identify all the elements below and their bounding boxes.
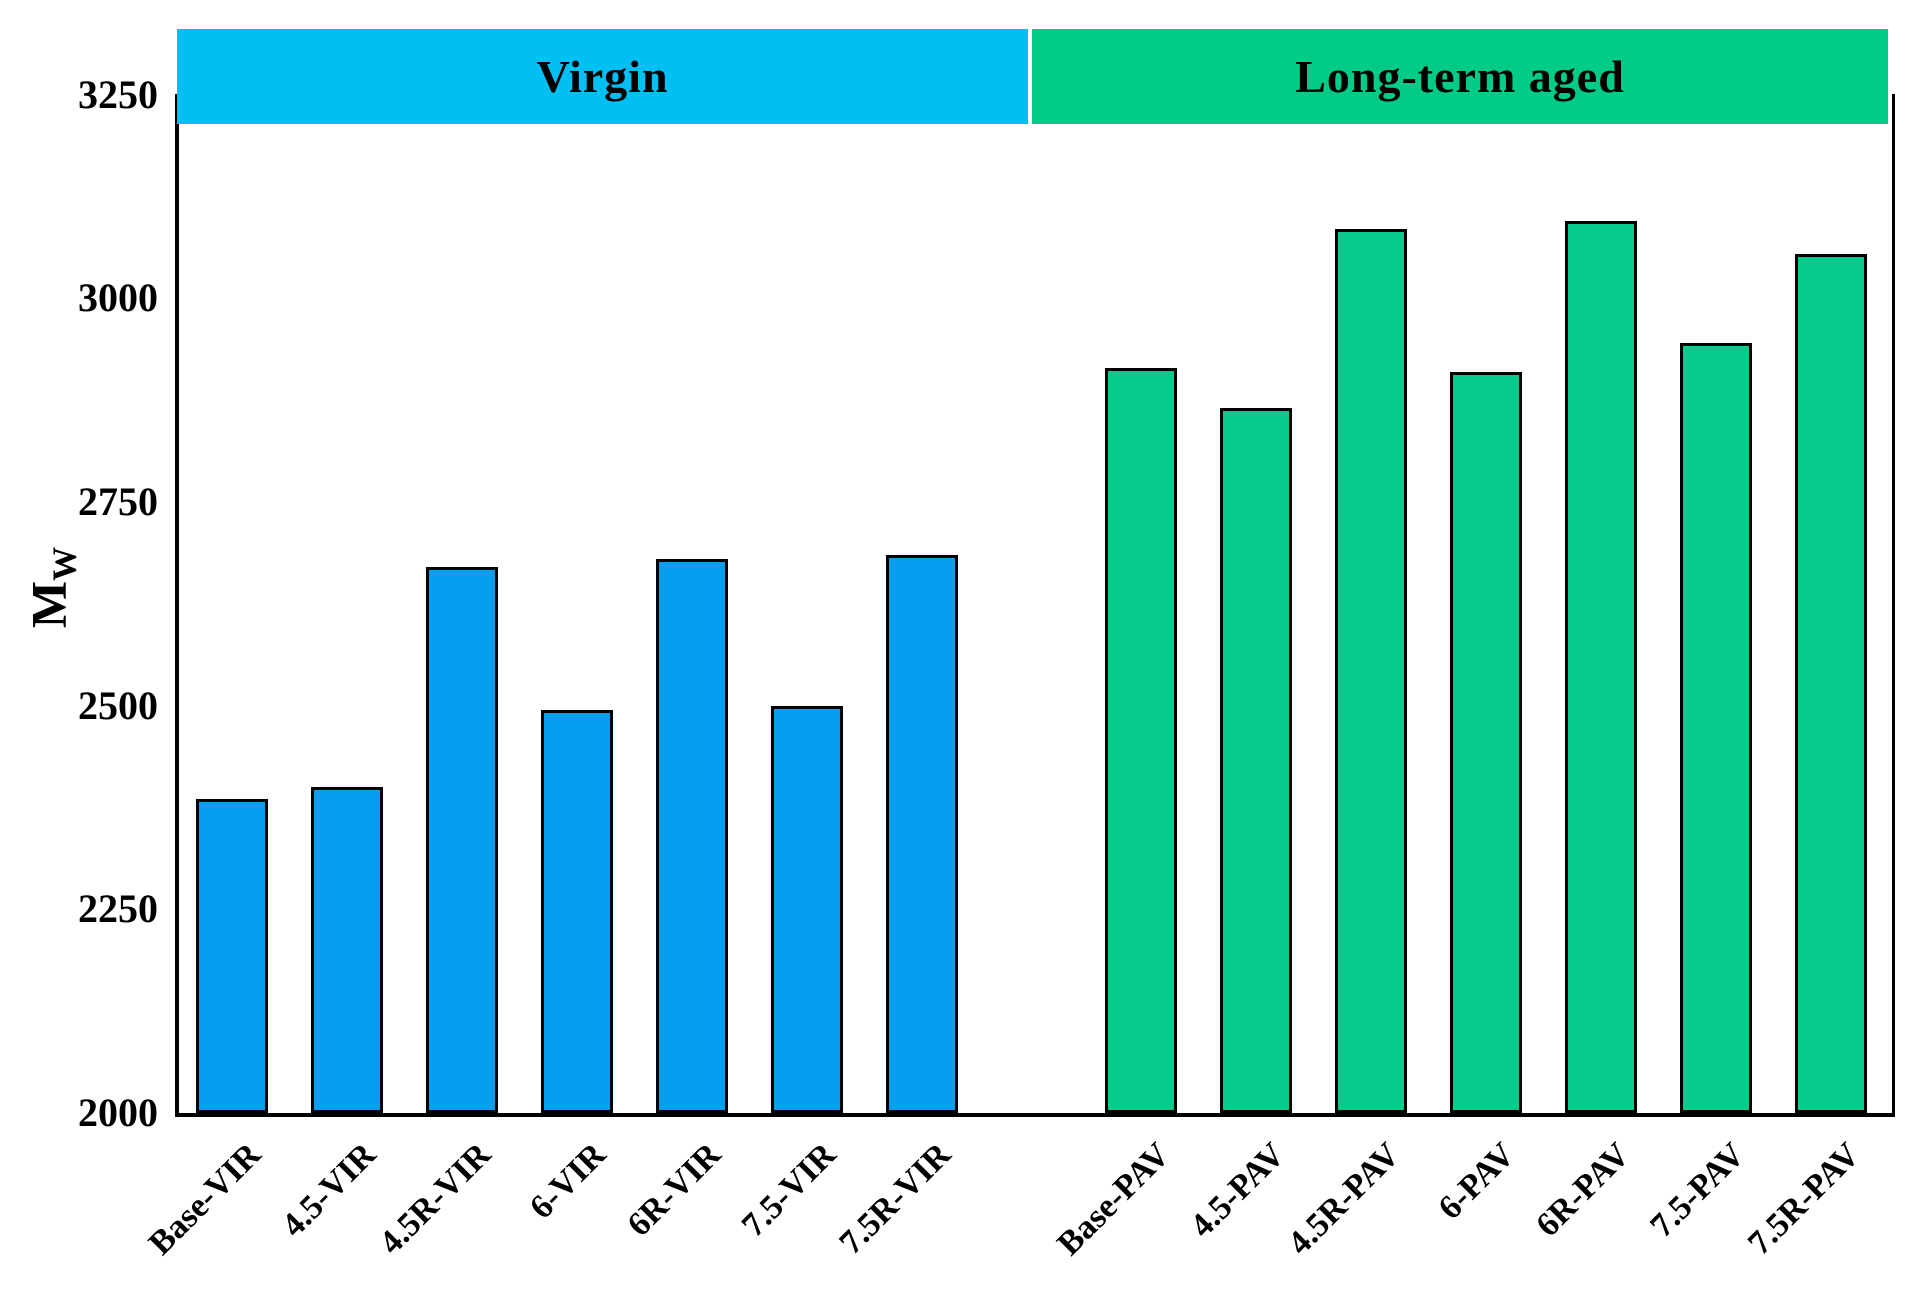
bar-7.5R-VIR — [886, 555, 958, 1113]
y-tick-label: 3000 — [78, 275, 158, 321]
bar-6-VIR — [541, 709, 613, 1113]
group-band-label: Virgin — [536, 51, 669, 102]
y-tick-label: 2750 — [78, 479, 158, 525]
bar-Base-VIR — [196, 799, 268, 1113]
bar-4.5R-PAV — [1335, 229, 1407, 1113]
y-tick-label: 2250 — [78, 886, 158, 932]
y-tick-label: 2000 — [78, 1090, 158, 1135]
bar-Base-PAV — [1105, 367, 1177, 1113]
y-axis-title-subscript: W — [46, 546, 84, 581]
y-axis-title: MW — [20, 528, 85, 648]
bar-4.5R-VIR — [426, 567, 498, 1113]
bar-4.5-PAV — [1220, 408, 1292, 1113]
bar-7.5R-PAV — [1795, 253, 1867, 1113]
y-tick-label: 3250 — [78, 71, 158, 117]
plot-area — [175, 94, 1895, 1117]
bar-6R-PAV — [1565, 221, 1637, 1113]
bar-7.5-VIR — [771, 705, 843, 1113]
bar-6-PAV — [1450, 371, 1522, 1113]
group-band-aged: Long-term aged — [1032, 29, 1888, 124]
bar-7.5-PAV — [1680, 343, 1752, 1113]
y-tick-label: 2500 — [78, 682, 158, 728]
group-band-label: Long-term aged — [1295, 51, 1625, 102]
bar-6R-VIR — [656, 559, 728, 1113]
bar-4.5-VIR — [311, 787, 383, 1113]
y-axis-title-main: M — [20, 580, 77, 629]
group-band-virgin: Virgin — [177, 29, 1028, 124]
